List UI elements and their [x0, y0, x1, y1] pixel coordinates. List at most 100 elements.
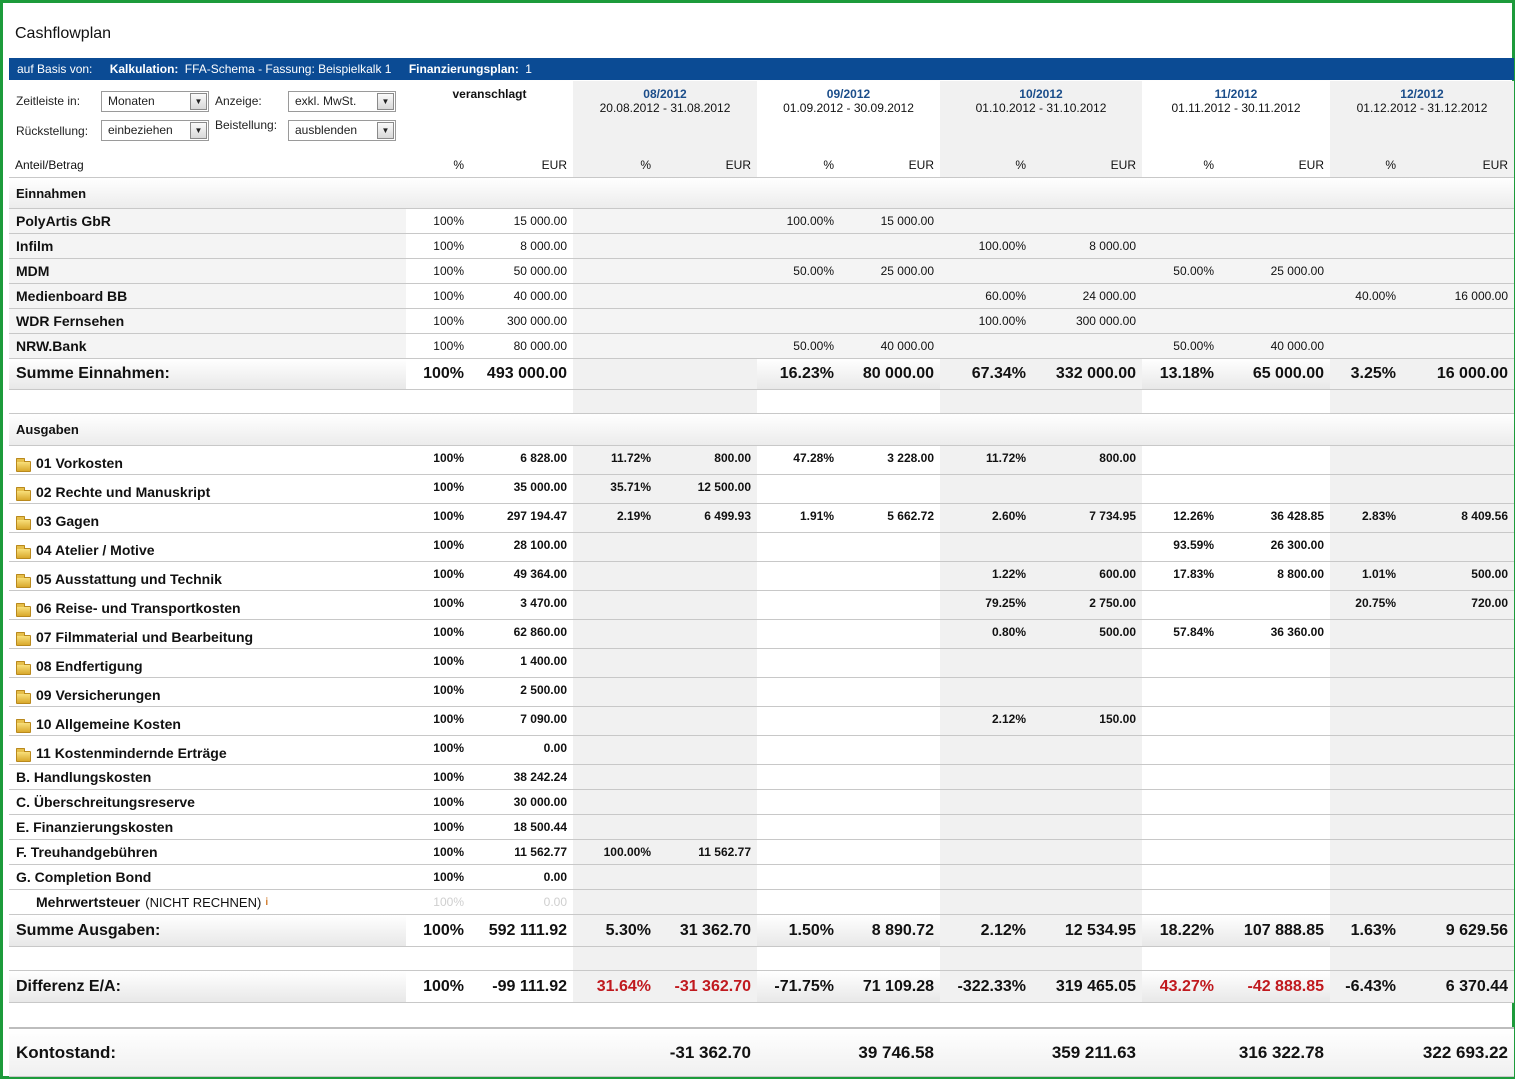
- rueckstellung-select[interactable]: einbeziehen ▼: [101, 120, 209, 141]
- table-cell: 39 746.58: [858, 1042, 934, 1062]
- table-cell: [940, 1029, 1032, 1076]
- table-cell: 79.25%: [985, 596, 1026, 610]
- table-cell: [757, 562, 840, 590]
- table-cell: 62 860.00: [513, 625, 567, 639]
- info-icon[interactable]: i: [265, 896, 269, 908]
- table-cell: 40 000.00: [880, 339, 934, 353]
- table-cell: 493 000.00: [486, 365, 567, 382]
- table-cell: 5 662.72: [887, 509, 934, 523]
- table-cell: 40 000.00: [1270, 339, 1324, 353]
- row-label: E. Finanzierungskosten: [16, 815, 173, 839]
- table-cell: 25 000.00: [880, 264, 934, 278]
- unit-label: EUR: [1482, 158, 1508, 172]
- table-cell: 12 534.95: [1064, 921, 1136, 939]
- table-cell: 500.00: [1099, 625, 1136, 639]
- month-label: 11/2012: [1214, 87, 1258, 101]
- table-cell: [1032, 865, 1142, 889]
- table-cell: 9 629.56: [1445, 921, 1508, 939]
- table-cell: [657, 591, 757, 619]
- table-cell: [757, 840, 840, 864]
- row-label: 05 Ausstattung und Technik: [16, 562, 222, 590]
- table-cell: 3 228.00: [887, 451, 934, 465]
- table-cell: [1032, 736, 1142, 764]
- table-cell: [1402, 620, 1514, 648]
- table-cell: 2.19%: [616, 509, 651, 523]
- table-cell: [1220, 736, 1330, 764]
- table-cell: [1220, 591, 1330, 619]
- difference-row: Differenz E/A: 100% -99 111.92 31.64% -31 36…: [9, 971, 1514, 1003]
- table-cell: [840, 475, 940, 503]
- folder-icon: [16, 545, 31, 559]
- column-shade: [573, 504, 757, 532]
- table-cell: 50.00%: [793, 264, 834, 278]
- table-cell: [1220, 707, 1330, 735]
- column-shade: [1330, 359, 1514, 389]
- zeitleiste-select[interactable]: Monaten ▼: [101, 91, 209, 112]
- table-cell: 100%: [433, 264, 464, 278]
- column-shade: [940, 504, 1142, 532]
- column-shade: [406, 971, 573, 1002]
- column-shade: [406, 947, 573, 970]
- table-cell: 100%: [433, 870, 464, 884]
- section-ausgaben: Ausgaben: [9, 414, 1514, 446]
- unit-label: %: [640, 158, 651, 172]
- column-shade: [573, 971, 757, 1002]
- table-cell: [1032, 533, 1142, 561]
- column-shade: [573, 678, 757, 706]
- table-cell: [1032, 475, 1142, 503]
- table-cell: 100%: [433, 795, 464, 809]
- rueckstellung-value: einbeziehen: [108, 123, 173, 137]
- table-cell: [1330, 209, 1402, 233]
- row-label: 04 Atelier / Motive: [16, 533, 155, 561]
- beistellung-select[interactable]: ausblenden ▼: [288, 120, 396, 141]
- column-shade: [573, 153, 757, 177]
- table-cell: [840, 815, 940, 839]
- table-cell: 31 362.70: [679, 921, 751, 939]
- table-cell: 11 562.77: [514, 845, 567, 859]
- table-cell: 150.00: [1099, 712, 1136, 726]
- row-label: NRW.Bank: [16, 334, 87, 358]
- table-cell: [573, 562, 657, 590]
- table-cell: [1220, 815, 1330, 839]
- table-cell: [940, 865, 1032, 889]
- anteil-label: Anteil/Betrag: [15, 158, 84, 172]
- column-shade: [1330, 840, 1514, 864]
- table-cell: 50 000.00: [513, 264, 567, 278]
- table-cell: [1330, 790, 1402, 814]
- column-shade: [940, 840, 1142, 864]
- table-cell: [1142, 284, 1220, 308]
- table-cell: 720.00: [1471, 596, 1508, 610]
- month-header: 09/2012 01.09.2012 - 30.09.2012: [757, 81, 940, 153]
- column-shade: [940, 153, 1142, 177]
- row-label: WDR Fernsehen: [16, 309, 124, 333]
- income-row: Infilm 100% 8 000.00 100.00% 8 000.00: [9, 234, 1514, 259]
- table-cell: 2.12%: [991, 712, 1026, 726]
- table-cell: 15 000.00: [513, 214, 567, 228]
- expense-row: G. Completion Bond 100% 0.00: [9, 865, 1514, 890]
- table-cell: [1220, 865, 1330, 889]
- table-cell: [840, 620, 940, 648]
- spacer-row: [9, 947, 1514, 971]
- anzeige-select[interactable]: exkl. MwSt. ▼: [288, 91, 396, 112]
- column-shade: [1330, 707, 1514, 735]
- month-header: 08/2012 20.08.2012 - 31.08.2012: [573, 81, 757, 153]
- table-cell: [940, 840, 1032, 864]
- expense-row: 03 Gagen 100% 297 194.47 2.19% 6 499.93 1.91%…: [9, 504, 1514, 533]
- table-cell: [1330, 446, 1402, 474]
- table-cell: 100.00%: [603, 845, 651, 859]
- table-cell: 0.00: [543, 870, 567, 884]
- row-label: 10 Allgemeine Kosten: [16, 707, 181, 735]
- column-shade: [573, 359, 757, 389]
- table-cell: [840, 533, 940, 561]
- table-cell: [1142, 475, 1220, 503]
- row-label-text: G. Completion Bond: [16, 869, 152, 885]
- table-cell: [573, 649, 657, 677]
- table-cell: [840, 234, 940, 258]
- table-cell: [840, 736, 940, 764]
- table-cell: [940, 533, 1032, 561]
- unit-label: %: [453, 158, 464, 172]
- table-cell: [573, 309, 657, 333]
- column-shade: [573, 475, 757, 503]
- table-cell: [757, 234, 840, 258]
- table-cell: 800.00: [714, 451, 751, 465]
